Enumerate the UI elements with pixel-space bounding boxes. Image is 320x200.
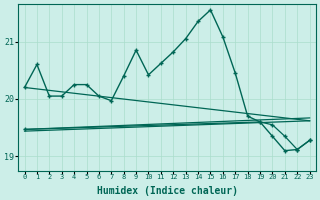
X-axis label: Humidex (Indice chaleur): Humidex (Indice chaleur): [97, 186, 237, 196]
